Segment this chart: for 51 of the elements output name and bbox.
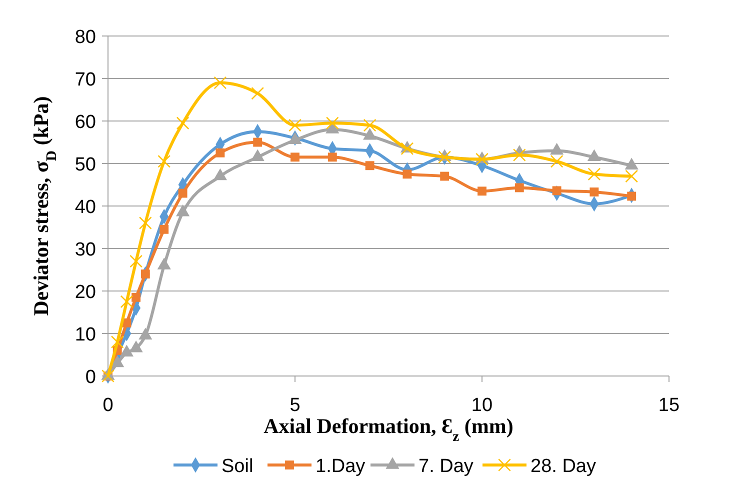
x-tick-label: 15 <box>658 395 680 416</box>
point <box>552 186 562 196</box>
legend-label: 7. Day <box>418 456 474 477</box>
point <box>627 192 636 201</box>
point <box>160 224 169 234</box>
y-tick-label: 70 <box>74 70 96 90</box>
point <box>216 148 225 158</box>
point <box>214 76 227 90</box>
y-tick-label: 0 <box>85 367 96 388</box>
y-tick-label: 20 <box>74 282 96 303</box>
point <box>251 86 264 100</box>
point <box>253 138 262 147</box>
legend-label: 1.Day <box>316 456 366 477</box>
x-tick-label: 5 <box>290 395 300 416</box>
y-tick-label: 40 <box>74 197 96 218</box>
point <box>478 186 486 196</box>
point <box>328 152 337 162</box>
point <box>110 336 124 348</box>
point <box>130 254 143 268</box>
point <box>363 118 376 132</box>
point <box>158 154 171 168</box>
point <box>590 188 599 196</box>
point <box>132 292 141 302</box>
x-tick-label: 0 <box>102 395 114 416</box>
point <box>176 116 190 130</box>
point <box>120 295 134 308</box>
y-tick-label: 50 <box>74 154 96 176</box>
legend-label: 28. Day <box>530 456 596 477</box>
point <box>400 142 414 156</box>
point <box>440 172 450 181</box>
y-tick-label: 60 <box>74 112 96 133</box>
y-tick-label: 10 <box>74 324 96 346</box>
point <box>514 183 524 192</box>
point <box>178 188 188 198</box>
point <box>140 270 150 278</box>
point <box>402 170 412 179</box>
legend-label: Soil <box>222 456 254 477</box>
point <box>625 170 638 183</box>
point <box>290 152 300 162</box>
point <box>288 118 302 132</box>
point <box>138 216 152 230</box>
point <box>476 152 488 166</box>
point <box>588 168 601 181</box>
y-tick-label: 30 <box>74 240 96 260</box>
point <box>365 161 374 170</box>
x-axis-title: Axial Deformation, Ɛ$_{z}$ (mm) <box>264 414 514 445</box>
x-tick-label: 10 <box>471 395 493 416</box>
point <box>512 148 526 162</box>
y-tick-label: 80 <box>74 27 96 48</box>
point <box>550 154 564 168</box>
point <box>326 116 339 130</box>
